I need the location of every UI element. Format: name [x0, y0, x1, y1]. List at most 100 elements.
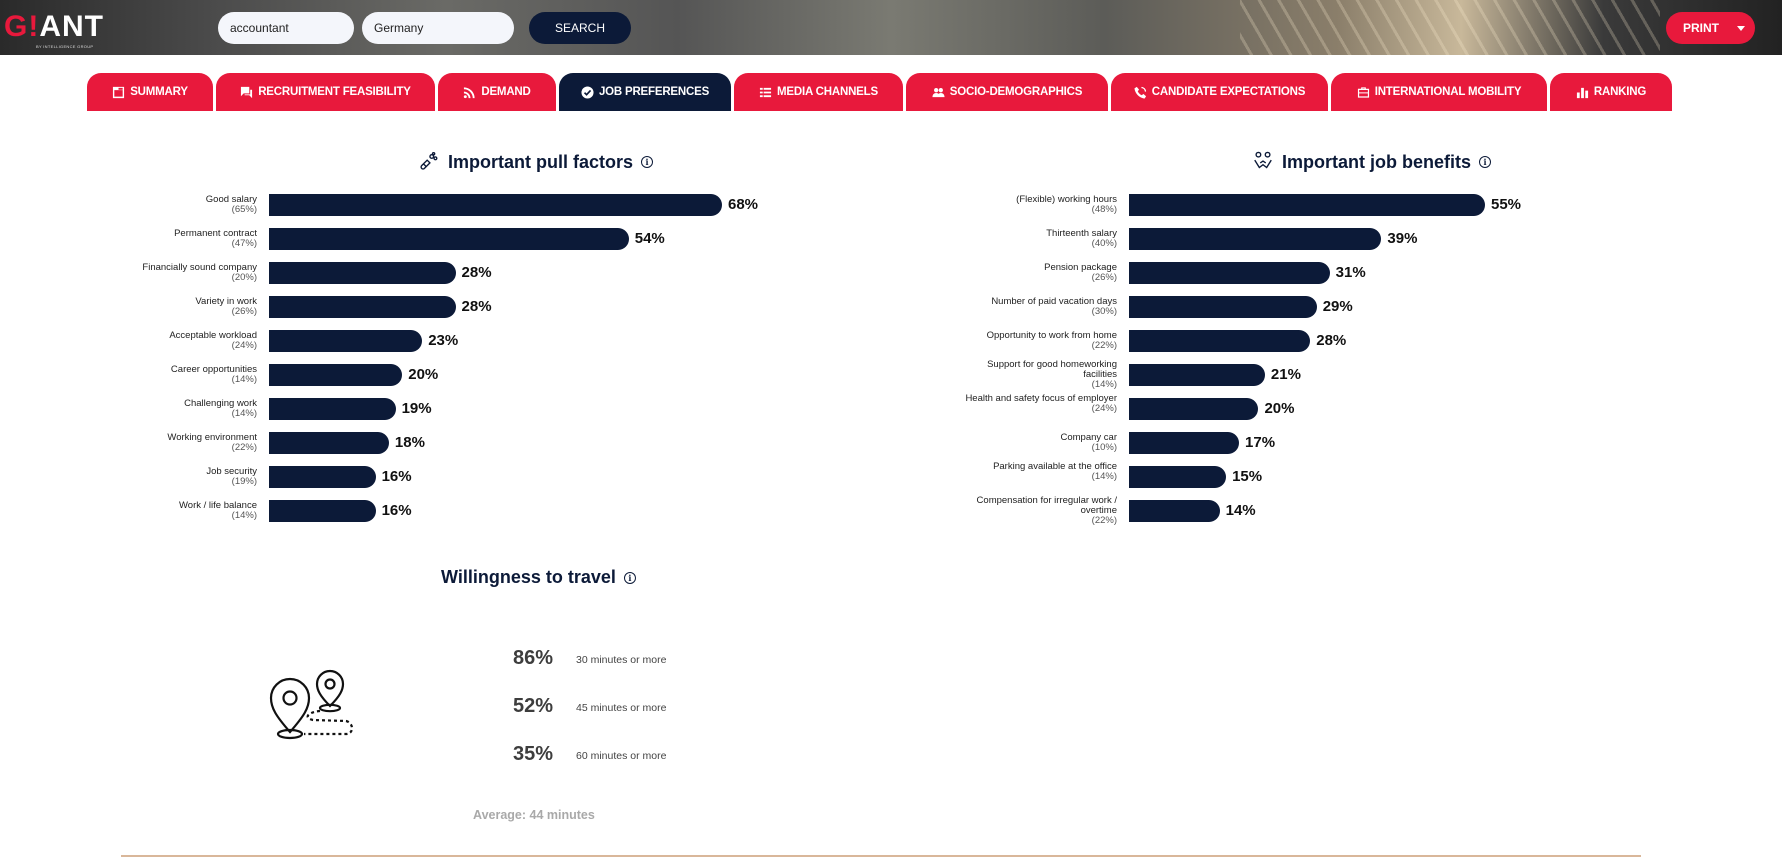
- travel-pct-30: 86%: [513, 647, 554, 669]
- tab-candidate-expectations[interactable]: CANDIDATE EXPECTATIONS: [1111, 73, 1328, 111]
- travel-desc-45: 45 minutes or more: [576, 702, 667, 714]
- bar-value-label: 28%: [1316, 332, 1347, 349]
- bar-secondary-value: (22%): [1091, 340, 1117, 351]
- bar-category: Compensation for irregular work / overti…: [976, 495, 1117, 516]
- bar: [269, 296, 456, 318]
- bar-category: Good salary: [205, 194, 257, 205]
- bar-chart-icon: [1576, 87, 1588, 98]
- bar-label: Parking available at the office (14%): [957, 462, 1117, 482]
- bar: [269, 500, 376, 522]
- bar-value-label: 28%: [461, 264, 492, 281]
- search-button[interactable]: SEARCH: [529, 12, 631, 44]
- tab-socio-demographics[interactable]: SOCIO-DEMOGRAPHICS: [906, 73, 1108, 111]
- bar-category: Permanent contract: [174, 228, 257, 239]
- bar-secondary-value: (20%): [231, 272, 257, 283]
- bar-label: Opportunity to work from home (22%): [947, 331, 1117, 351]
- bar-label: Career opportunities (14%): [87, 365, 257, 385]
- bar-secondary-value: (24%): [1091, 403, 1117, 414]
- travel-pct-45: 52%: [513, 695, 554, 717]
- bar-value-label: 19%: [401, 400, 432, 417]
- header-banner: G!ANT BY INTELLIGENCE GROUP SEARCH PRINT: [0, 0, 1782, 55]
- users-icon: [932, 87, 945, 97]
- magnet-icon: [420, 151, 438, 170]
- suitcase-icon: [1357, 86, 1369, 98]
- bar-value-label: 16%: [381, 502, 412, 519]
- pull-factors-title: Important pull factors i: [418, 151, 654, 173]
- bar-value-label: 15%: [1232, 468, 1263, 485]
- job-search-input[interactable]: [218, 12, 354, 44]
- bar-value-label: 39%: [1387, 230, 1418, 247]
- caret-down-icon: [1737, 25, 1745, 31]
- travel-title: Willingness to travel i: [441, 567, 636, 588]
- bar: [1129, 330, 1311, 352]
- print-button[interactable]: PRINT: [1666, 12, 1755, 44]
- info-icon[interactable]: i: [641, 156, 654, 168]
- tab-summary[interactable]: SUMMARY: [87, 73, 213, 111]
- bar-value-label: 17%: [1245, 434, 1276, 451]
- info-icon[interactable]: i: [623, 571, 636, 584]
- tab-media-channels[interactable]: MEDIA CHANNELS: [734, 73, 903, 111]
- bar: [1129, 398, 1259, 420]
- bar-value-label: 21%: [1270, 366, 1301, 383]
- bar-secondary-value: (14%): [231, 408, 257, 419]
- bar-label: Financially sound company (20%): [87, 263, 257, 283]
- tab-job-preferences[interactable]: JOB PREFERENCES: [559, 73, 731, 111]
- bar-value-label: 20%: [1264, 400, 1295, 417]
- bar-value-label: 31%: [1335, 264, 1366, 281]
- tab-recruitment-feasibility[interactable]: RECRUITMENT FEASIBILITY: [216, 73, 435, 111]
- bar-category: Career opportunities: [170, 364, 257, 375]
- bar: [269, 228, 629, 250]
- bar-secondary-value: (22%): [1091, 515, 1117, 526]
- bar-secondary-value: (40%): [1091, 238, 1117, 249]
- logo-subtitle: BY INTELLIGENCE GROUP: [36, 44, 94, 49]
- rss-icon: [464, 86, 475, 98]
- bar-secondary-value: (22%): [231, 442, 257, 453]
- bar-label: Permanent contract (47%): [87, 229, 257, 249]
- bar-label: Work / life balance (14%): [87, 501, 257, 521]
- info-icon[interactable]: i: [1479, 156, 1491, 168]
- bar-secondary-value: (14%): [231, 374, 257, 385]
- bar-category: Challenging work: [184, 398, 257, 409]
- bar-category: Parking available at the office: [993, 461, 1117, 472]
- bar: [269, 398, 396, 420]
- bar: [269, 364, 403, 386]
- bar-category: Opportunity to work from home: [986, 330, 1117, 341]
- bar-secondary-value: (48%): [1091, 204, 1117, 215]
- bar: [269, 466, 376, 488]
- bar: [1129, 228, 1382, 250]
- map-pins-route-icon: [269, 669, 354, 740]
- bar-secondary-value: (65%): [231, 204, 257, 215]
- bar-category: Pension package: [1044, 262, 1117, 273]
- bar-category: Company car: [1060, 432, 1118, 443]
- bar-secondary-value: (26%): [231, 306, 257, 317]
- bar-value-label: 18%: [394, 434, 425, 451]
- travel-desc-30: 30 minutes or more: [576, 654, 667, 666]
- bar-label: Support for good homeworking facilities(…: [957, 360, 1117, 390]
- bar: [1129, 466, 1227, 488]
- bar-value-label: 55%: [1491, 196, 1522, 213]
- bar-secondary-value: (10%): [1091, 442, 1117, 453]
- bar-label: Challenging work (14%): [87, 399, 257, 419]
- bar: [1129, 500, 1220, 522]
- tab-ranking[interactable]: RANKING: [1550, 73, 1672, 111]
- bar-label: (Flexible) working hours (48%): [947, 195, 1117, 215]
- bar-secondary-value: (14%): [1091, 471, 1117, 482]
- bar-secondary-value: (47%): [231, 238, 257, 249]
- country-search-input[interactable]: [362, 12, 514, 44]
- bar-label: Compensation for irregular work / overti…: [957, 496, 1117, 526]
- bar-category: Thirteenth salary: [1046, 228, 1117, 239]
- travel-pct-60: 35%: [513, 743, 554, 765]
- handshake-icon: [1254, 151, 1272, 169]
- bar-category: Job security: [206, 466, 257, 477]
- tab-international-mobility[interactable]: INTERNATIONAL MOBILITY: [1331, 73, 1547, 111]
- bar-value-label: 14%: [1225, 502, 1256, 519]
- bar-label: Thirteenth salary (40%): [947, 229, 1117, 249]
- bar-value-label: 28%: [461, 298, 492, 315]
- bar-value-label: 23%: [428, 332, 459, 349]
- bar-label: Good salary (65%): [87, 195, 257, 215]
- bar: [269, 330, 423, 352]
- bar-secondary-value: (30%): [1091, 306, 1117, 317]
- tab-demand[interactable]: DEMAND: [438, 73, 556, 111]
- bar-secondary-value: (14%): [231, 510, 257, 521]
- giant-logo[interactable]: G!ANT: [4, 10, 104, 43]
